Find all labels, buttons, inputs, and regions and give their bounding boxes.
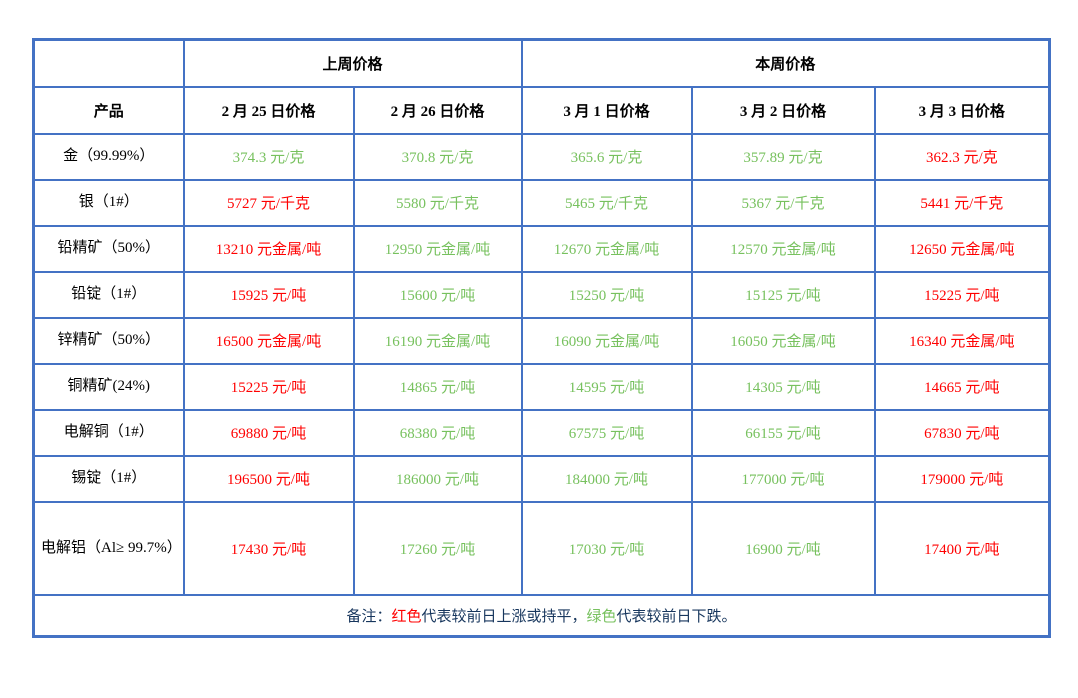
price-cell: 17260 元/吨 (352, 500, 523, 596)
price-cell: 5465 元/千克 (520, 178, 693, 227)
price-cell: 5441 元/千克 (873, 178, 1051, 227)
price-cell: 16340 元金属/吨 (873, 316, 1051, 365)
price-cell: 17430 元/吨 (182, 500, 355, 596)
product-label: 锌精矿（50%） (32, 316, 185, 365)
price-cell: 186000 元/吨 (352, 454, 523, 503)
date-header-mar2: 3 月 2 日价格 (690, 85, 876, 135)
price-cell: 69880 元/吨 (182, 408, 355, 457)
price-cell: 15225 元/吨 (873, 270, 1051, 319)
price-cell: 14305 元/吨 (690, 362, 876, 411)
last-week-group-header: 上周价格 (182, 38, 523, 88)
product-label: 铜精矿(24%) (32, 362, 185, 411)
price-cell: 13210 元金属/吨 (182, 224, 355, 273)
price-cell: 17030 元/吨 (520, 500, 693, 596)
table-row: 电解铝（Al≥ 99.7%） 17430 元/吨 17260 元/吨 17030 元/… (32, 500, 1051, 596)
product-label: 金（99.99%） (32, 132, 185, 181)
note-segment: 代表较前日上涨或持平， (421, 608, 587, 625)
price-cell: 184000 元/吨 (520, 454, 693, 503)
price-cell: 67575 元/吨 (520, 408, 693, 457)
product-label: 铅锭（1#） (32, 270, 185, 319)
price-cell: 5367 元/千克 (690, 178, 876, 227)
price-cell: 370.8 元/克 (352, 132, 523, 181)
price-cell: 68380 元/吨 (352, 408, 523, 457)
price-cell: 16190 元金属/吨 (352, 316, 523, 365)
note-row: 备注：红色代表较前日上涨或持平，绿色代表较前日下跌。 (32, 593, 1051, 638)
price-cell: 14595 元/吨 (520, 362, 693, 411)
this-week-group-header: 本周价格 (520, 38, 1051, 88)
price-cell: 12950 元金属/吨 (352, 224, 523, 273)
price-cell: 15600 元/吨 (352, 270, 523, 319)
product-label: 银（1#） (32, 178, 185, 227)
date-header-mar1: 3 月 1 日价格 (520, 85, 693, 135)
note-segment: 备注： (346, 608, 392, 625)
price-cell: 15125 元/吨 (690, 270, 876, 319)
date-header-feb25: 2 月 25 日价格 (182, 85, 355, 135)
price-cell: 365.6 元/克 (520, 132, 693, 181)
price-cell: 362.3 元/克 (873, 132, 1051, 181)
product-label: 锡锭（1#） (32, 454, 185, 503)
price-cell: 14865 元/吨 (352, 362, 523, 411)
metal-price-table: 上周价格 本周价格 产品 2 月 25 日价格 2 月 26 日价格 3 月 1… (32, 38, 1052, 638)
date-header-feb26: 2 月 26 日价格 (352, 85, 523, 135)
note-cell: 备注：红色代表较前日上涨或持平，绿色代表较前日下跌。 (32, 593, 1051, 638)
price-cell: 67830 元/吨 (873, 408, 1051, 457)
price-cell: 15250 元/吨 (520, 270, 693, 319)
price-cell: 14665 元/吨 (873, 362, 1051, 411)
table-row: 锌精矿（50%） 16500 元金属/吨 16190 元金属/吨 16090 元金属/… (32, 316, 1051, 365)
table-row: 金（99.99%） 374.3 元/克 370.8 元/克 365.6 元/克 357.… (32, 132, 1051, 181)
column-header-row: 产品 2 月 25 日价格 2 月 26 日价格 3 月 1 日价格 3 月 2… (32, 85, 1051, 135)
price-cell: 15225 元/吨 (182, 362, 355, 411)
price-cell: 16500 元金属/吨 (182, 316, 355, 365)
note-segment: 绿色 (586, 608, 617, 625)
price-cell: 17400 元/吨 (873, 500, 1051, 596)
table-row: 电解铜（1#） 69880 元/吨 68380 元/吨 67575 元/吨 66155 … (32, 408, 1051, 457)
table-row: 铅精矿（50%） 13210 元金属/吨 12950 元金属/吨 12670 元金属/… (32, 224, 1051, 273)
price-table-body: 金（99.99%） 374.3 元/克 370.8 元/克 365.6 元/克 357.… (32, 132, 1051, 596)
table-row: 铜精矿(24%) 15225 元/吨 14865 元/吨 14595 元/吨 14305… (32, 362, 1051, 411)
price-cell: 177000 元/吨 (690, 454, 876, 503)
price-cell: 16090 元金属/吨 (520, 316, 693, 365)
product-column-header: 产品 (32, 85, 185, 135)
price-cell: 5580 元/千克 (352, 178, 523, 227)
price-cell: 12570 元金属/吨 (690, 224, 876, 273)
price-cell: 12650 元金属/吨 (873, 224, 1051, 273)
group-header-row: 上周价格 本周价格 (32, 38, 1051, 88)
price-cell: 179000 元/吨 (873, 454, 1051, 503)
price-cell: 66155 元/吨 (690, 408, 876, 457)
document-page: 上周价格 本周价格 产品 2 月 25 日价格 2 月 26 日价格 3 月 1… (32, 38, 1052, 638)
note-segment: 红色 (391, 608, 422, 625)
price-cell: 12670 元金属/吨 (520, 224, 693, 273)
note-segment: 代表较前日下跌。 (616, 608, 737, 625)
price-cell: 357.89 元/克 (690, 132, 876, 181)
price-cell: 16900 元/吨 (690, 500, 876, 596)
price-cell: 196500 元/吨 (182, 454, 355, 503)
table-row: 银（1#） 5727 元/千克 5580 元/千克 5465 元/千克 5367 元/千… (32, 178, 1051, 227)
date-header-mar3: 3 月 3 日价格 (873, 85, 1051, 135)
price-cell: 15925 元/吨 (182, 270, 355, 319)
price-cell: 16050 元金属/吨 (690, 316, 876, 365)
product-label: 铅精矿（50%） (32, 224, 185, 273)
price-cell: 374.3 元/克 (182, 132, 355, 181)
product-label: 电解铜（1#） (32, 408, 185, 457)
table-row: 铅锭（1#） 15925 元/吨 15600 元/吨 15250 元/吨 15125 元… (32, 270, 1051, 319)
table-row: 锡锭（1#） 196500 元/吨 186000 元/吨 184000 元/吨 1770… (32, 454, 1051, 503)
corner-empty-cell (32, 38, 185, 88)
product-label: 电解铝（Al≥ 99.7%） (32, 500, 185, 596)
price-cell: 5727 元/千克 (182, 178, 355, 227)
